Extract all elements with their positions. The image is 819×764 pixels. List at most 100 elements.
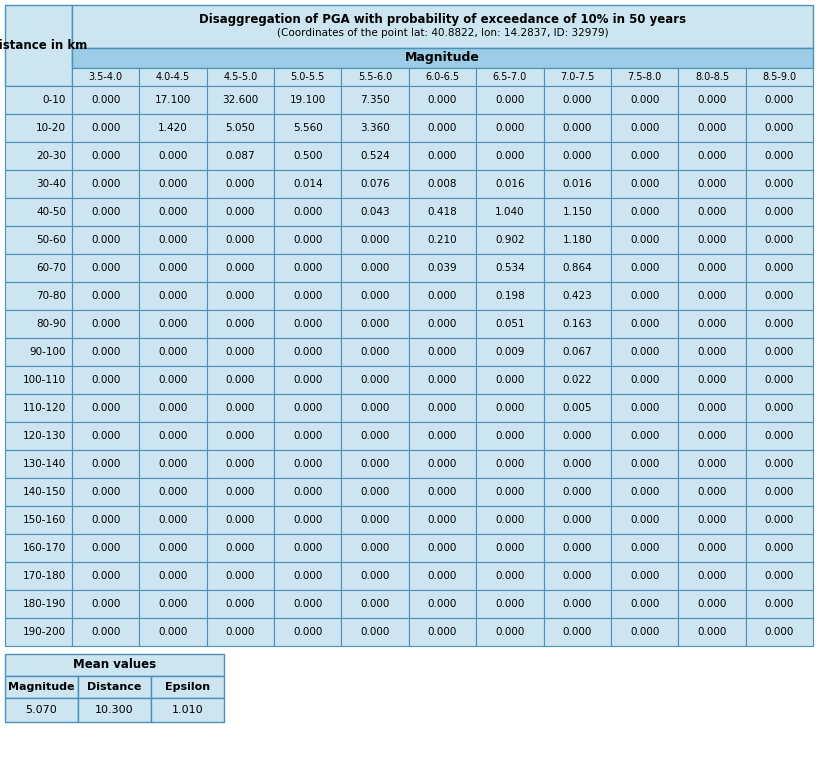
Bar bbox=[476, 506, 544, 534]
Bar bbox=[611, 282, 678, 310]
Text: 0.000: 0.000 bbox=[630, 375, 659, 385]
Text: 170-180: 170-180 bbox=[23, 571, 66, 581]
Text: 0.000: 0.000 bbox=[428, 627, 457, 637]
Text: 0.000: 0.000 bbox=[293, 235, 323, 245]
Bar bbox=[206, 534, 274, 562]
Text: 0.000: 0.000 bbox=[765, 235, 794, 245]
Text: 0.000: 0.000 bbox=[226, 487, 255, 497]
Bar bbox=[611, 338, 678, 366]
Bar bbox=[544, 68, 611, 86]
Bar bbox=[745, 226, 813, 254]
Text: 0.000: 0.000 bbox=[428, 151, 457, 161]
Bar bbox=[139, 86, 206, 114]
Bar bbox=[206, 142, 274, 170]
Text: 5.050: 5.050 bbox=[225, 123, 256, 133]
Text: 0.000: 0.000 bbox=[630, 291, 659, 301]
Bar bbox=[409, 618, 476, 646]
Bar bbox=[342, 170, 409, 198]
Bar bbox=[139, 366, 206, 394]
Bar bbox=[678, 366, 745, 394]
Bar bbox=[611, 422, 678, 450]
Text: (Coordinates of the point lat: 40.8822, lon: 14.2837, ID: 32979): (Coordinates of the point lat: 40.8822, … bbox=[277, 28, 609, 38]
Bar bbox=[72, 86, 139, 114]
Bar bbox=[409, 394, 476, 422]
Text: Distance: Distance bbox=[88, 682, 142, 692]
Bar bbox=[5, 534, 72, 562]
Text: 0.000: 0.000 bbox=[91, 599, 120, 609]
Bar bbox=[342, 282, 409, 310]
Text: 0.000: 0.000 bbox=[495, 375, 524, 385]
Bar bbox=[745, 68, 813, 86]
Text: 0.000: 0.000 bbox=[158, 207, 188, 217]
Bar bbox=[274, 282, 342, 310]
Bar bbox=[544, 478, 611, 506]
Bar bbox=[476, 562, 544, 590]
Text: 0.000: 0.000 bbox=[293, 599, 323, 609]
Text: 0.000: 0.000 bbox=[360, 263, 390, 273]
Text: 0.000: 0.000 bbox=[765, 151, 794, 161]
Text: 0.000: 0.000 bbox=[360, 431, 390, 441]
Bar bbox=[139, 534, 206, 562]
Bar bbox=[409, 366, 476, 394]
Text: 0.000: 0.000 bbox=[765, 95, 794, 105]
Bar bbox=[678, 282, 745, 310]
Bar bbox=[206, 310, 274, 338]
Bar bbox=[611, 198, 678, 226]
Text: 0.000: 0.000 bbox=[630, 207, 659, 217]
Bar bbox=[476, 114, 544, 142]
Text: 190-200: 190-200 bbox=[23, 627, 66, 637]
Text: 0.000: 0.000 bbox=[293, 543, 323, 553]
Bar bbox=[678, 310, 745, 338]
Bar bbox=[745, 282, 813, 310]
Bar bbox=[342, 562, 409, 590]
Bar bbox=[342, 394, 409, 422]
Bar bbox=[611, 450, 678, 478]
Bar bbox=[72, 338, 139, 366]
Text: 0.000: 0.000 bbox=[158, 235, 188, 245]
Text: 1.150: 1.150 bbox=[563, 207, 592, 217]
Bar bbox=[274, 562, 342, 590]
Bar bbox=[274, 254, 342, 282]
Text: 0.000: 0.000 bbox=[428, 123, 457, 133]
Bar bbox=[72, 226, 139, 254]
Text: 0.000: 0.000 bbox=[630, 263, 659, 273]
Bar bbox=[5, 590, 72, 618]
Text: 160-170: 160-170 bbox=[23, 543, 66, 553]
Bar bbox=[139, 226, 206, 254]
Text: 0.000: 0.000 bbox=[697, 375, 726, 385]
Bar bbox=[678, 590, 745, 618]
Text: 0.000: 0.000 bbox=[765, 431, 794, 441]
Text: 20-30: 20-30 bbox=[36, 151, 66, 161]
Bar bbox=[5, 366, 72, 394]
Text: 0.000: 0.000 bbox=[158, 571, 188, 581]
Text: 0.000: 0.000 bbox=[158, 543, 188, 553]
Bar bbox=[206, 198, 274, 226]
Text: 0.000: 0.000 bbox=[158, 431, 188, 441]
Text: 0.000: 0.000 bbox=[765, 319, 794, 329]
Bar bbox=[745, 114, 813, 142]
Bar bbox=[342, 618, 409, 646]
Bar bbox=[611, 562, 678, 590]
Text: 4.5-5.0: 4.5-5.0 bbox=[224, 72, 257, 82]
Bar bbox=[342, 68, 409, 86]
Text: 0.000: 0.000 bbox=[158, 487, 188, 497]
Text: 0.000: 0.000 bbox=[495, 403, 524, 413]
Bar bbox=[544, 618, 611, 646]
Bar bbox=[611, 478, 678, 506]
Text: 0.000: 0.000 bbox=[226, 347, 255, 357]
Text: 0.000: 0.000 bbox=[495, 571, 524, 581]
Text: 0.000: 0.000 bbox=[697, 151, 726, 161]
Text: 17.100: 17.100 bbox=[155, 95, 191, 105]
Text: 0.000: 0.000 bbox=[91, 487, 120, 497]
Text: 0.000: 0.000 bbox=[697, 291, 726, 301]
Bar bbox=[274, 114, 342, 142]
Text: 0.000: 0.000 bbox=[158, 347, 188, 357]
Text: 10.300: 10.300 bbox=[95, 705, 133, 715]
Bar bbox=[78, 698, 151, 722]
Text: 0.000: 0.000 bbox=[293, 431, 323, 441]
Bar bbox=[678, 170, 745, 198]
Bar bbox=[476, 282, 544, 310]
Text: 0.000: 0.000 bbox=[563, 459, 592, 469]
Text: 110-120: 110-120 bbox=[23, 403, 66, 413]
Bar bbox=[206, 254, 274, 282]
